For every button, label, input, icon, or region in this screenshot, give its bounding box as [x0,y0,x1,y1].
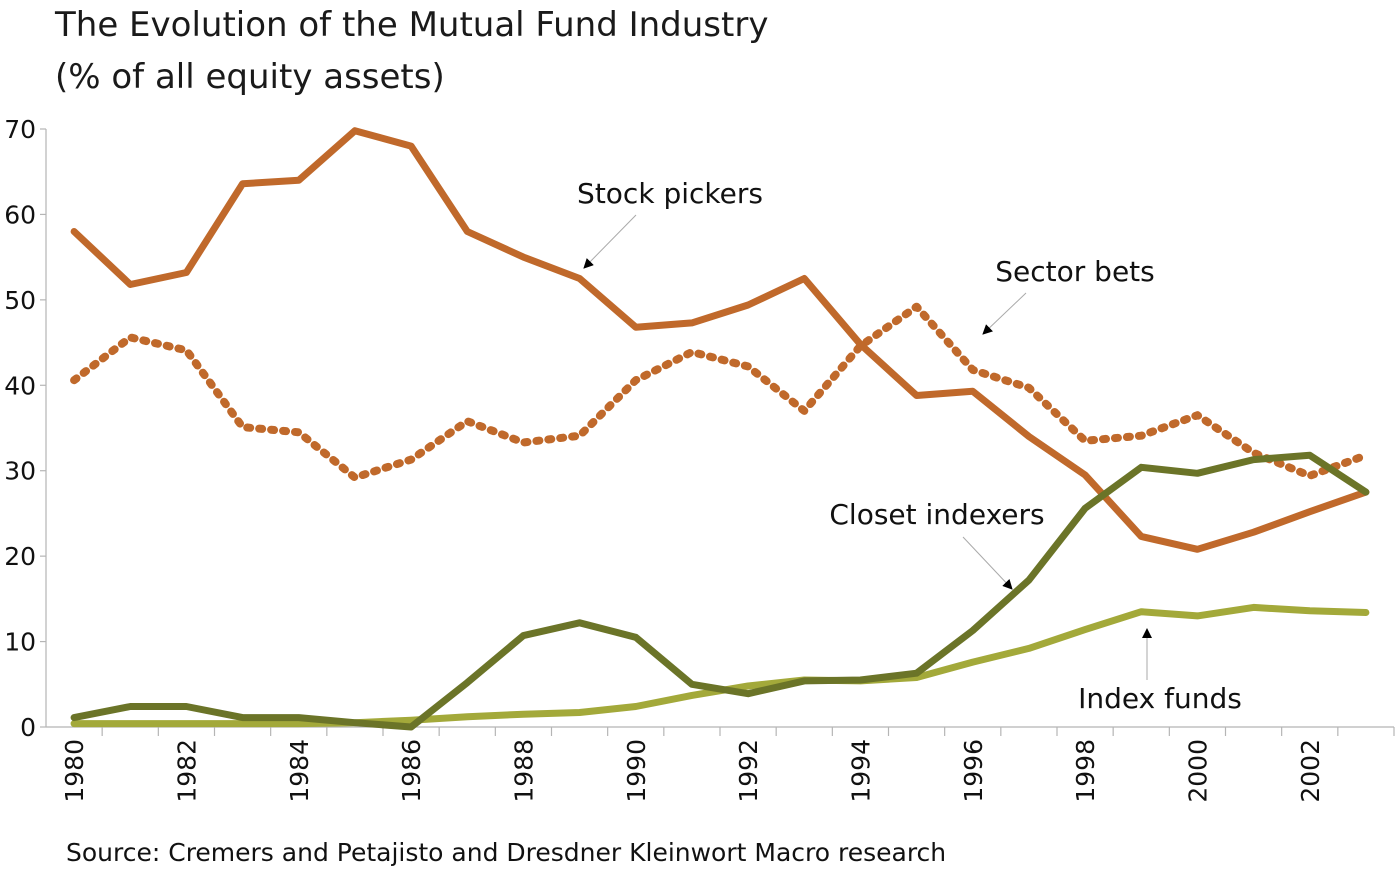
series-closet-indexers [70,451,1370,731]
y-tick-label: 50 [4,286,36,315]
y-tick-label: 10 [4,628,36,657]
series-line [70,302,1370,482]
annotation-label: Index funds [1078,682,1242,715]
x-tick-label: 1984 [285,739,314,803]
y-tick-label: 60 [4,200,36,229]
x-tick-label: 2002 [1296,739,1325,803]
x-tick-label: 1990 [622,739,651,803]
series-sector-bets [70,302,1370,482]
annotations: Stock pickers Sector bets Closet indexers I… [577,177,1242,715]
y-tick-label: 40 [4,371,36,400]
annotation-label: Closet indexers [829,498,1044,531]
annotation-label: Stock pickers [577,177,763,210]
series-lines [70,127,1370,731]
annotation-label: Sector bets [995,255,1154,288]
chart-title: The Evolution of the Mutual Fund Industr… [54,5,768,45]
x-tick-label: 1988 [509,739,538,803]
annotation-arrow [962,536,1013,590]
y-tick-label: 70 [4,115,36,144]
annotation-arrow [982,292,1027,335]
x-tick-label: 1996 [959,739,988,803]
x-tick-label: 1994 [846,739,875,803]
series-line [70,451,1370,731]
series-line [70,127,1370,553]
y-axis-ticks: 0 10 20 30 40 50 60 70 [4,115,46,742]
x-tick-label: 1998 [1071,739,1100,803]
y-tick-label: 0 [20,713,36,742]
annotation-sector-bets: Sector bets [982,255,1155,335]
x-tick-label: 1986 [397,739,426,803]
series-stock-pickers [70,127,1370,553]
annotation-arrow [583,214,637,269]
annotation-stock-pickers: Stock pickers [577,177,763,269]
source-note: Source: Cremers and Petajisto and Dresdn… [66,838,946,867]
x-tick-label: 2000 [1183,739,1212,803]
x-axis-ticks: 1980 1982 1984 1986 1988 1990 1992 1994 1996 1998… [60,727,1395,803]
annotation-closet-indexers: Closet indexers [829,498,1045,590]
x-tick-label: 1982 [172,739,201,803]
y-tick-label: 20 [4,542,36,571]
annotation-index-funds: Index funds [1078,628,1242,715]
x-tick-label: 1992 [734,739,763,803]
chart-subtitle: (% of all equity assets) [55,57,445,97]
y-tick-label: 30 [4,457,36,486]
x-tick-label: 1980 [60,739,89,803]
